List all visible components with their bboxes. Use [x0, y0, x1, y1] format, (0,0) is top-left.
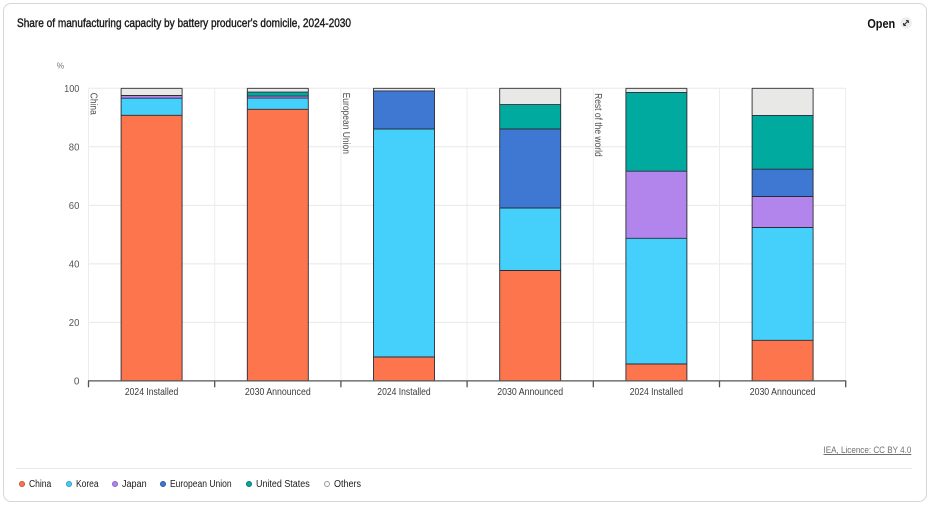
svg-text:Rest of the world: Rest of the world: [592, 93, 603, 157]
svg-text:2024 Installed: 2024 Installed: [630, 387, 684, 398]
svg-text:China: China: [88, 93, 99, 115]
svg-text:2030 Announced: 2030 Announced: [750, 387, 816, 398]
svg-text:100: 100: [64, 84, 80, 95]
svg-text:2024 Installed: 2024 Installed: [377, 387, 431, 398]
svg-text:2024 Installed: 2024 Installed: [125, 387, 179, 398]
svg-text:2030 Announced: 2030 Announced: [245, 387, 311, 398]
svg-text:European Union: European Union: [340, 93, 351, 154]
svg-text:60: 60: [69, 201, 80, 212]
svg-text:20: 20: [69, 318, 80, 329]
svg-text:0: 0: [74, 376, 80, 387]
svg-text:40: 40: [69, 259, 80, 270]
svg-text:2030 Announced: 2030 Announced: [497, 387, 563, 398]
svg-text:%: %: [57, 60, 65, 70]
svg-text:80: 80: [69, 142, 80, 153]
